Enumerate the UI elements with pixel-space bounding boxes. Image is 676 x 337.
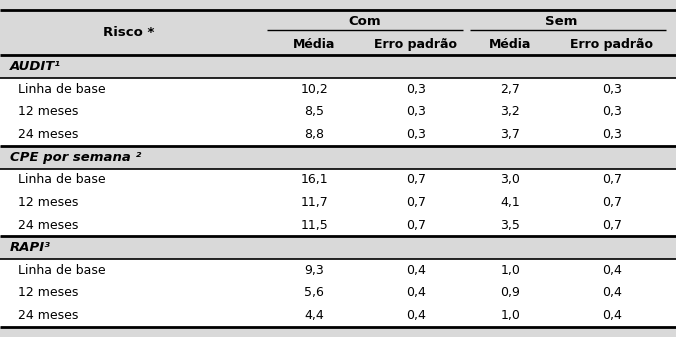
Text: Linha de base: Linha de base bbox=[10, 264, 105, 277]
Text: 11,7: 11,7 bbox=[300, 196, 329, 209]
Text: CPE por semana ²: CPE por semana ² bbox=[10, 151, 141, 164]
Text: Erro padrão: Erro padrão bbox=[571, 37, 653, 51]
Bar bbox=[0, 101, 676, 123]
Text: 1,0: 1,0 bbox=[500, 264, 521, 277]
Text: RAPI³: RAPI³ bbox=[10, 241, 51, 254]
Text: 4,1: 4,1 bbox=[500, 196, 521, 209]
Text: 24 meses: 24 meses bbox=[10, 128, 78, 141]
Text: 16,1: 16,1 bbox=[301, 173, 328, 186]
Text: 0,4: 0,4 bbox=[602, 286, 622, 300]
Text: 0,3: 0,3 bbox=[602, 105, 622, 118]
Text: Sem: Sem bbox=[545, 15, 577, 28]
Text: 4,4: 4,4 bbox=[304, 309, 324, 322]
Bar bbox=[0, 55, 676, 78]
Bar bbox=[0, 236, 676, 259]
Text: 12 meses: 12 meses bbox=[10, 196, 78, 209]
Text: 0,7: 0,7 bbox=[406, 219, 426, 232]
Bar bbox=[0, 168, 676, 191]
Text: 3,7: 3,7 bbox=[500, 128, 521, 141]
Text: 8,8: 8,8 bbox=[304, 128, 324, 141]
Text: Erro padrão: Erro padrão bbox=[375, 37, 457, 51]
Text: 0,4: 0,4 bbox=[602, 309, 622, 322]
Bar bbox=[0, 146, 676, 168]
Text: 0,7: 0,7 bbox=[406, 173, 426, 186]
Text: Média: Média bbox=[293, 37, 335, 51]
Text: Linha de base: Linha de base bbox=[10, 83, 105, 96]
Text: AUDIT¹: AUDIT¹ bbox=[10, 60, 61, 73]
Text: 0,7: 0,7 bbox=[406, 196, 426, 209]
Bar bbox=[0, 123, 676, 146]
Text: 8,5: 8,5 bbox=[304, 105, 324, 118]
Text: 12 meses: 12 meses bbox=[10, 105, 78, 118]
Text: 24 meses: 24 meses bbox=[10, 219, 78, 232]
Text: Linha de base: Linha de base bbox=[10, 173, 105, 186]
Text: 10,2: 10,2 bbox=[300, 83, 329, 96]
Text: 0,4: 0,4 bbox=[602, 264, 622, 277]
Text: 0,3: 0,3 bbox=[406, 105, 426, 118]
Text: 24 meses: 24 meses bbox=[10, 309, 78, 322]
Text: 1,0: 1,0 bbox=[500, 309, 521, 322]
Text: 3,5: 3,5 bbox=[500, 219, 521, 232]
Text: 0,3: 0,3 bbox=[406, 128, 426, 141]
Text: 5,6: 5,6 bbox=[304, 286, 324, 300]
Text: 0,7: 0,7 bbox=[602, 173, 622, 186]
Text: 0,7: 0,7 bbox=[602, 219, 622, 232]
Text: Com: Com bbox=[349, 15, 381, 28]
Text: 12 meses: 12 meses bbox=[10, 286, 78, 300]
Text: 0,4: 0,4 bbox=[406, 309, 426, 322]
Text: 9,3: 9,3 bbox=[304, 264, 324, 277]
Text: Média: Média bbox=[489, 37, 531, 51]
Text: 0,3: 0,3 bbox=[602, 128, 622, 141]
Text: 11,5: 11,5 bbox=[300, 219, 329, 232]
Text: 0,9: 0,9 bbox=[500, 286, 521, 300]
Text: 2,7: 2,7 bbox=[500, 83, 521, 96]
Text: 3,0: 3,0 bbox=[500, 173, 521, 186]
Bar bbox=[0, 191, 676, 214]
Bar bbox=[0, 214, 676, 236]
Bar bbox=[0, 78, 676, 101]
Text: 0,4: 0,4 bbox=[406, 264, 426, 277]
Bar bbox=[0, 282, 676, 304]
Text: 3,2: 3,2 bbox=[500, 105, 521, 118]
Bar bbox=[0, 304, 676, 327]
Text: 0,3: 0,3 bbox=[602, 83, 622, 96]
Text: Risco *: Risco * bbox=[103, 26, 154, 39]
Text: 0,7: 0,7 bbox=[602, 196, 622, 209]
Bar bbox=[0, 259, 676, 282]
Text: 0,3: 0,3 bbox=[406, 83, 426, 96]
Text: 0,4: 0,4 bbox=[406, 286, 426, 300]
